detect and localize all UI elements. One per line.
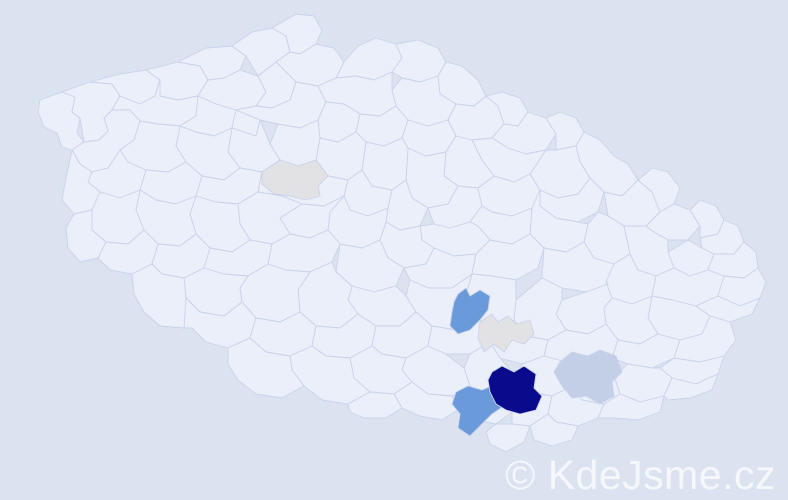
district-layer-base: [37, 13, 767, 453]
district[interactable]: [663, 373, 719, 401]
district-layer-pale-blue: [553, 349, 623, 405]
district-north-central-grey[interactable]: [261, 159, 329, 201]
district-core-dark[interactable]: [487, 365, 543, 415]
district-layer-grey: [261, 159, 535, 353]
district[interactable]: [485, 423, 531, 453]
district-east-pale[interactable]: [553, 349, 623, 405]
district[interactable]: [597, 393, 665, 421]
district-layer-dark-blue: [487, 365, 543, 415]
district[interactable]: [91, 189, 145, 245]
district-southmoravia-grey[interactable]: [477, 313, 535, 353]
district[interactable]: [529, 413, 579, 447]
district[interactable]: [227, 337, 305, 399]
district-zdar-medium[interactable]: [449, 287, 491, 335]
district[interactable]: [347, 391, 403, 419]
district[interactable]: [637, 167, 681, 213]
